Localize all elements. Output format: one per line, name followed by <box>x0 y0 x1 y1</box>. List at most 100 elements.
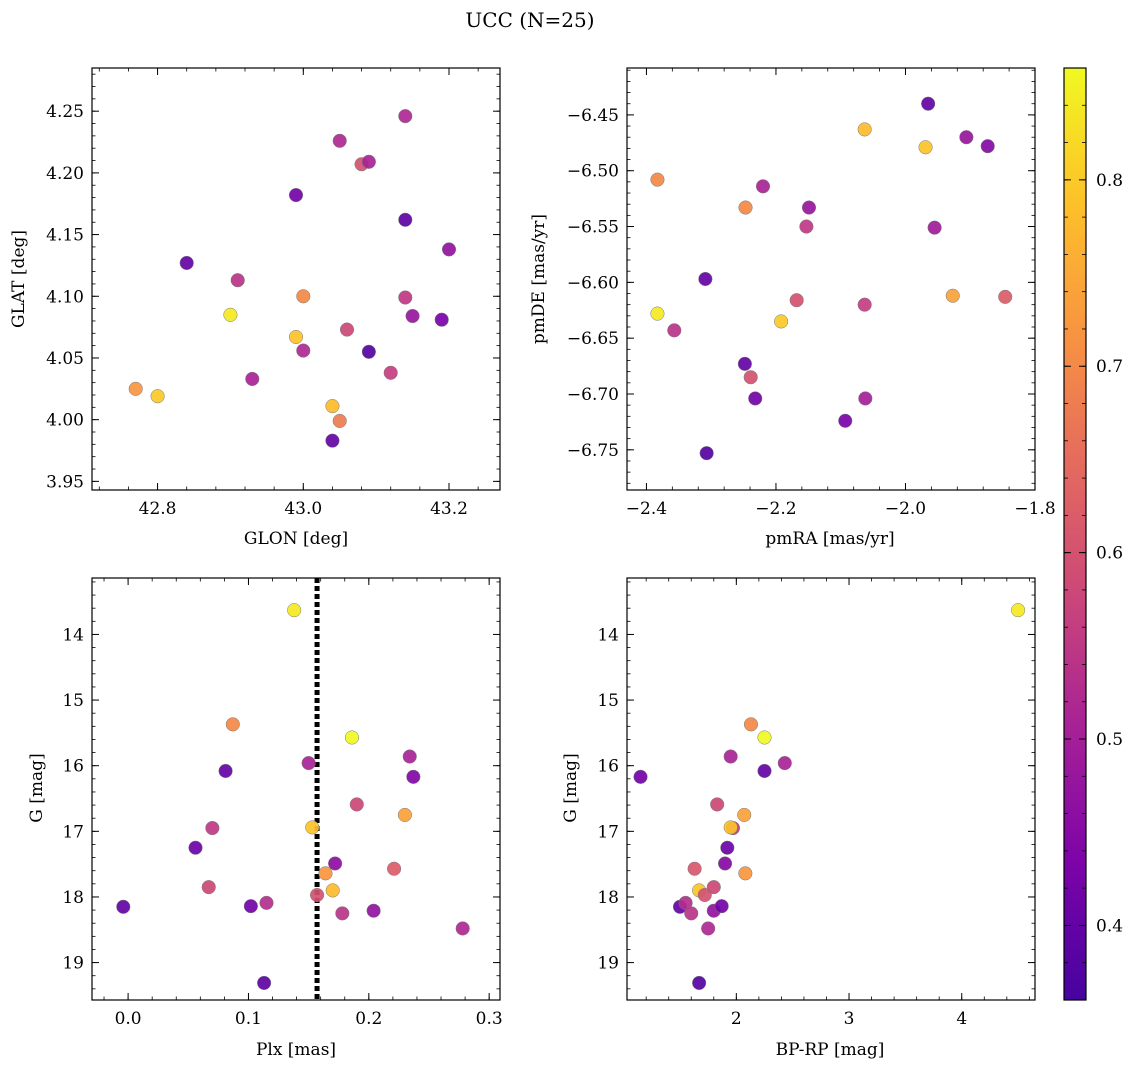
panel-2-point-2 <box>201 880 216 895</box>
panel-1-ticks: −2.4 −2.2 −2.0 −1.8 −6.75 −6.70 −6.65 −6.60 −6.5… <box>567 67 1056 519</box>
panel-2-point-12 <box>310 887 325 903</box>
panel-3-point-6 <box>692 975 707 990</box>
panel-2-ylabel: G [mag] <box>27 753 47 822</box>
panel-3-point-11 <box>710 797 725 812</box>
panel-0-point-20 <box>398 212 413 227</box>
panel-1-point-17 <box>858 391 873 406</box>
panel-2-point-6 <box>243 899 258 914</box>
panel-3-point-12 <box>714 899 729 914</box>
panel-2-point-18 <box>349 797 364 812</box>
panel-1-point-14 <box>838 413 853 428</box>
panel-3-ytick-label: 18 <box>597 888 619 908</box>
panel-2-point-16 <box>335 906 350 921</box>
panel-2-point-7 <box>257 975 272 990</box>
panel-1-point-15 <box>857 122 872 137</box>
panel-0-point-23 <box>434 312 449 327</box>
panel-1-ytick-label: −6.75 <box>567 441 619 461</box>
panel-3-point-14 <box>720 840 735 855</box>
panel-2-point-15 <box>328 856 343 871</box>
panel-0-ytick-label: 4.05 <box>46 349 84 369</box>
panel-0-ytick-label: 4.15 <box>46 226 84 246</box>
figure-title: UCC (N=25) <box>465 8 594 32</box>
colorbar-tick-label: 0.8 <box>1096 171 1123 191</box>
panel-1-xtick-label: −2.0 <box>885 499 926 519</box>
panel-3-ytick-label: 19 <box>597 954 619 974</box>
panel-1-point-18 <box>918 140 933 155</box>
panel-0-point-11 <box>325 433 340 448</box>
panel-3-point-9 <box>706 880 721 895</box>
panel-0-point-21 <box>398 290 413 305</box>
panel-2-ytick-label: 15 <box>62 691 84 711</box>
panel-2-ytick-label: 17 <box>62 822 84 842</box>
colorbar: 0.4 0.5 0.6 0.7 0.8 <box>1063 67 1123 1001</box>
panel-0-point-19 <box>398 109 413 124</box>
panel-2-xtick-label: 0.0 <box>115 1009 142 1029</box>
panel-1-ytick-label: −6.70 <box>567 385 619 405</box>
panel-2-point-19 <box>366 903 381 918</box>
panel-1-point-4 <box>699 446 714 461</box>
panel-1-point-24 <box>998 289 1013 304</box>
panel-0-point-4 <box>230 273 245 288</box>
panel-2-points <box>116 578 470 1000</box>
panel-2-point-0 <box>116 899 131 914</box>
panel-2-point-8 <box>259 895 274 910</box>
panel-1-point-21 <box>945 288 960 303</box>
panel-0-point-24 <box>441 242 457 257</box>
panel-top-right: −2.4 −2.2 −2.0 −1.8 −6.75 −6.70 −6.65 −6.60 −6.5… <box>529 67 1056 549</box>
panel-1-point-16 <box>857 297 872 312</box>
panel-2-xtick-label: 0.3 <box>476 1009 503 1029</box>
panel-1-point-23 <box>980 139 995 154</box>
panel-3-point-3 <box>684 906 699 921</box>
panel-0-point-13 <box>332 133 347 148</box>
panel-3-frame <box>626 577 1036 1001</box>
panel-1-point-1 <box>650 306 665 321</box>
panel-2-point-1 <box>188 840 203 855</box>
panel-0-point-18 <box>383 365 398 380</box>
panel-1-frame <box>626 67 1036 491</box>
panel-1-ytick-label: −6.60 <box>567 273 619 293</box>
colorbar-gradient <box>1063 67 1087 1001</box>
panel-0-point-8 <box>296 289 311 304</box>
panel-2-point-4 <box>218 763 233 779</box>
panel-0-ytick-label: 4.10 <box>46 287 84 307</box>
panel-2-point-3 <box>205 820 220 836</box>
panel-1-xtick-label: −1.8 <box>1014 499 1055 519</box>
panel-0-point-14 <box>339 322 355 337</box>
panel-2-point-14 <box>325 883 340 898</box>
panel-0-ticks: 42.8 43.0 43.2 3.95 4.00 4.05 4.10 4.15 4.20 4.25 <box>46 67 501 519</box>
panel-top-left: 42.8 43.0 43.2 3.95 4.00 4.05 4.10 4.15 4.20 4.25… <box>9 67 501 549</box>
panel-1-point-8 <box>748 391 763 406</box>
panel-2-ytick-label: 18 <box>62 888 84 908</box>
panel-3-point-24 <box>1011 603 1026 618</box>
panel-3-ytick-label: 16 <box>597 757 619 777</box>
panel-2-point-24 <box>455 921 470 936</box>
panel-2-point-9 <box>287 603 302 618</box>
panel-3-point-13 <box>718 856 733 871</box>
panel-1-point-7 <box>743 370 758 385</box>
panel-0-point-10 <box>325 399 340 414</box>
panel-bottom-left: 0.0 0.1 0.2 0.3 14 15 16 17 18 19 Plx [mas] G [ma… <box>27 577 503 1060</box>
panel-2-point-13 <box>318 866 333 881</box>
panel-0-point-5 <box>245 371 260 386</box>
panel-2-ticks: 0.0 0.1 0.2 0.3 14 15 16 17 18 19 <box>62 577 503 1029</box>
panel-1-point-2 <box>667 323 682 338</box>
panel-2-point-5 <box>225 717 240 732</box>
panel-3-point-8 <box>701 921 716 936</box>
panel-1-ytick-label: −6.50 <box>567 162 619 182</box>
panel-1-point-20 <box>927 220 942 235</box>
panel-1-ytick-label: −6.65 <box>567 329 619 349</box>
panel-3-xtick-label: 4 <box>956 1009 967 1029</box>
colorbar-tick-label: 0.6 <box>1096 544 1123 564</box>
panel-3-point-17 <box>723 820 738 835</box>
panel-bottom-right: 2 3 4 14 15 16 17 18 19 BP-RP [mag] G [mag] <box>561 577 1036 1060</box>
panel-0-point-2 <box>179 255 194 271</box>
panel-1-point-6 <box>737 356 752 371</box>
panel-3-points <box>633 603 1026 990</box>
panel-1-point-12 <box>799 219 814 234</box>
panel-2-point-22 <box>402 749 417 764</box>
panel-1-points <box>650 96 1013 461</box>
panel-3-point-19 <box>738 866 753 881</box>
panel-3-point-18 <box>737 807 752 822</box>
panel-1-ytick-label: −6.45 <box>567 106 619 126</box>
